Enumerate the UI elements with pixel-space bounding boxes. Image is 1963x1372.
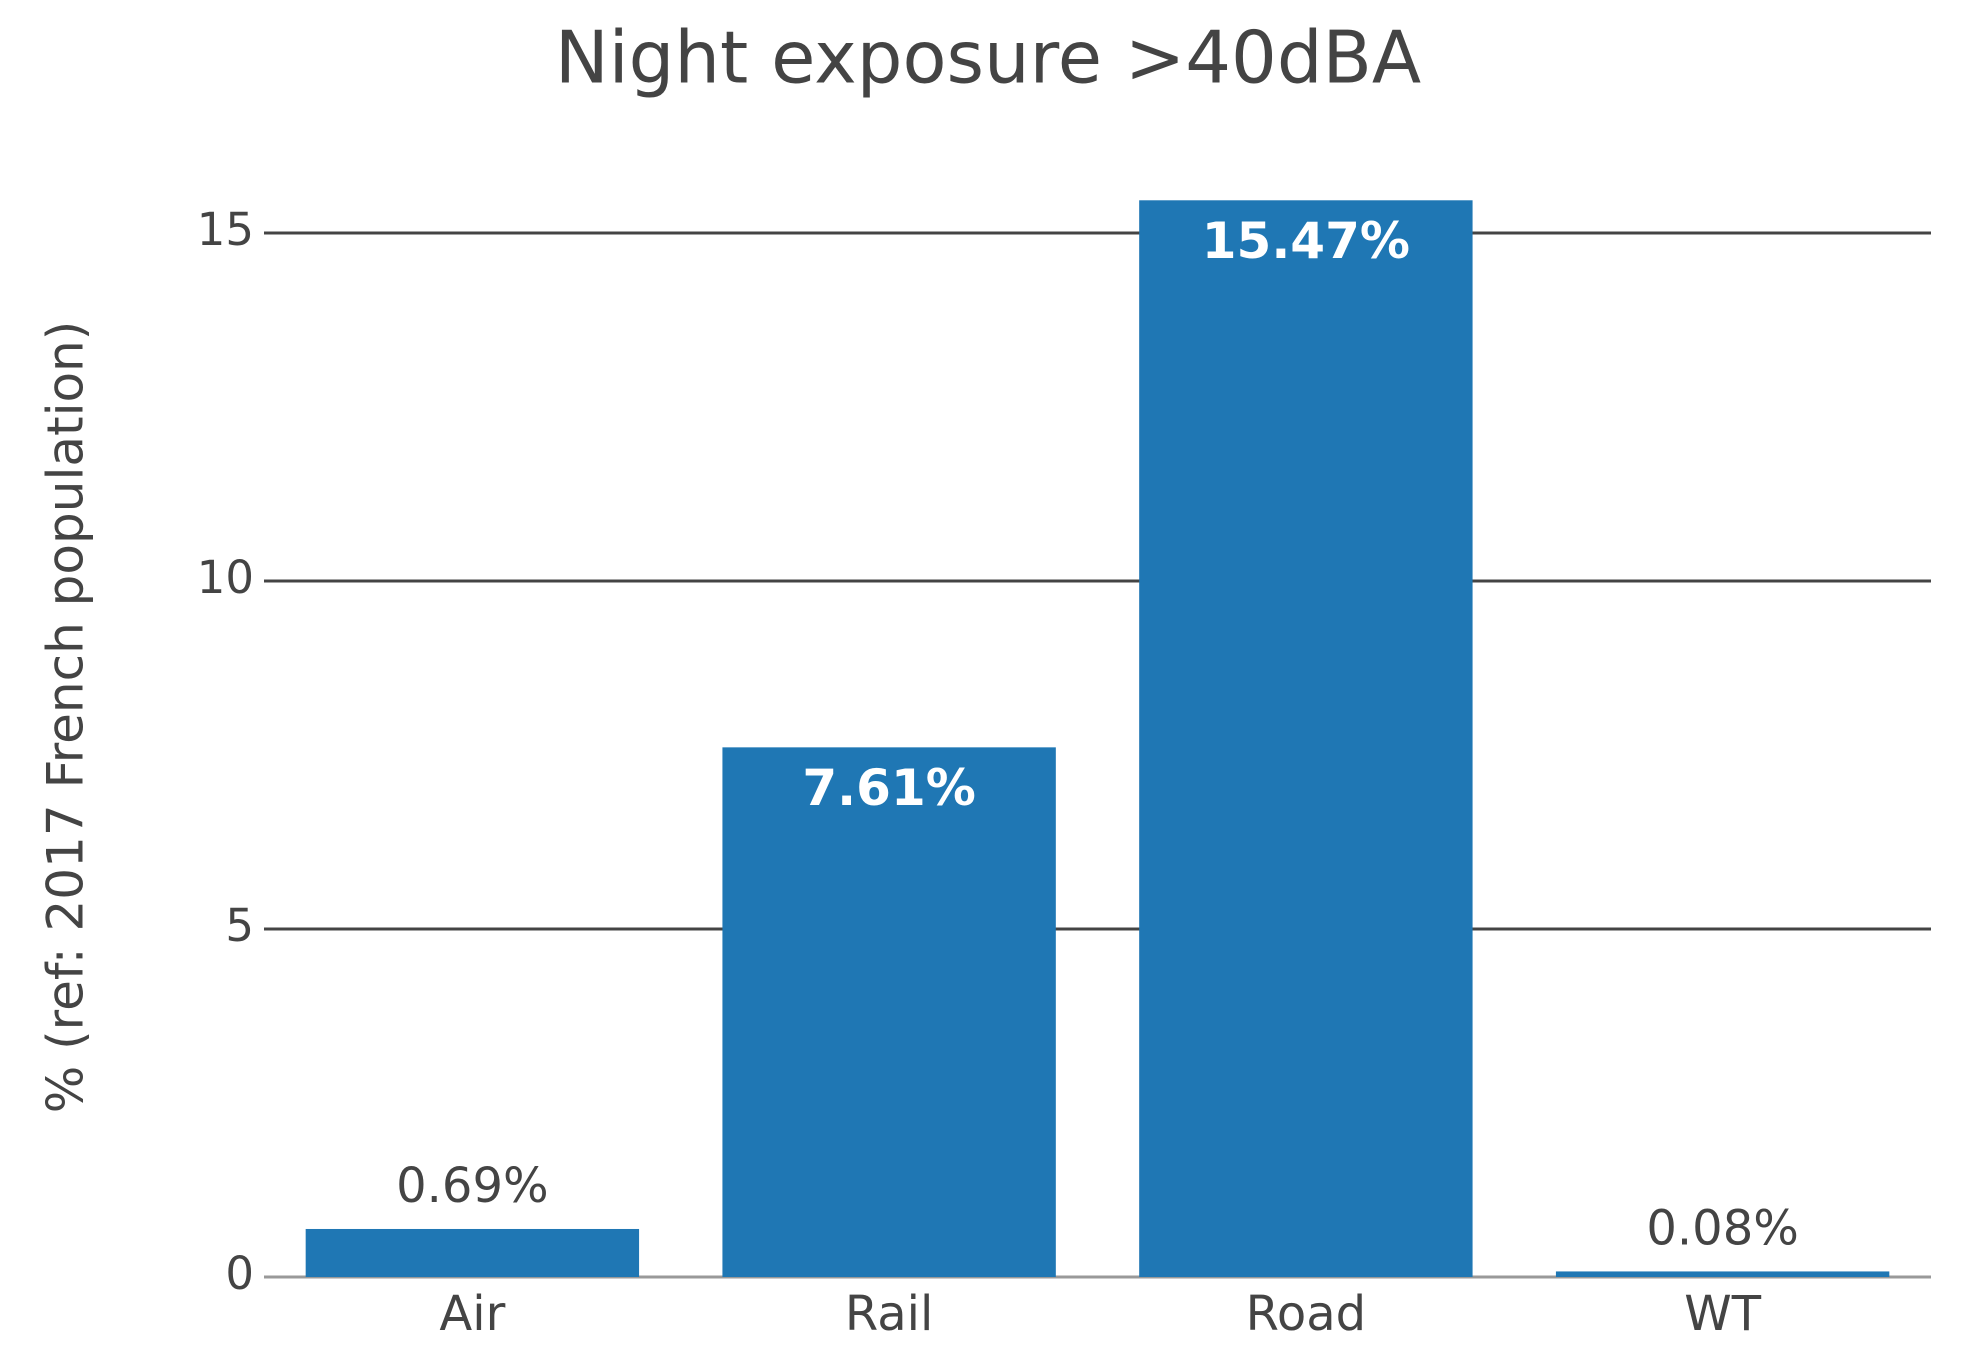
- y-tick-label: 10: [197, 551, 254, 604]
- data-label: 0.08%: [1646, 1200, 1798, 1256]
- bar: [305, 1228, 640, 1277]
- x-tick-label: WT: [1684, 1286, 1761, 1342]
- bar: [722, 747, 1056, 1277]
- data-label: 7.61%: [802, 759, 975, 817]
- data-label: 0.69%: [396, 1158, 548, 1214]
- chart-title: Night exposure >40dBA: [555, 16, 1421, 100]
- bar: [1555, 1271, 1890, 1277]
- y-tick-label: 15: [197, 203, 254, 256]
- bar: [1139, 200, 1473, 1278]
- x-tick-label: Road: [1246, 1286, 1366, 1342]
- y-tick-label: 0: [225, 1247, 254, 1300]
- x-tick-label: Rail: [845, 1286, 933, 1342]
- y-tick-label: 5: [225, 899, 254, 952]
- x-tick-label: Air: [439, 1286, 505, 1342]
- data-label: 15.47%: [1202, 212, 1410, 270]
- y-axis-label: % (ref: 2017 French population): [37, 321, 95, 1114]
